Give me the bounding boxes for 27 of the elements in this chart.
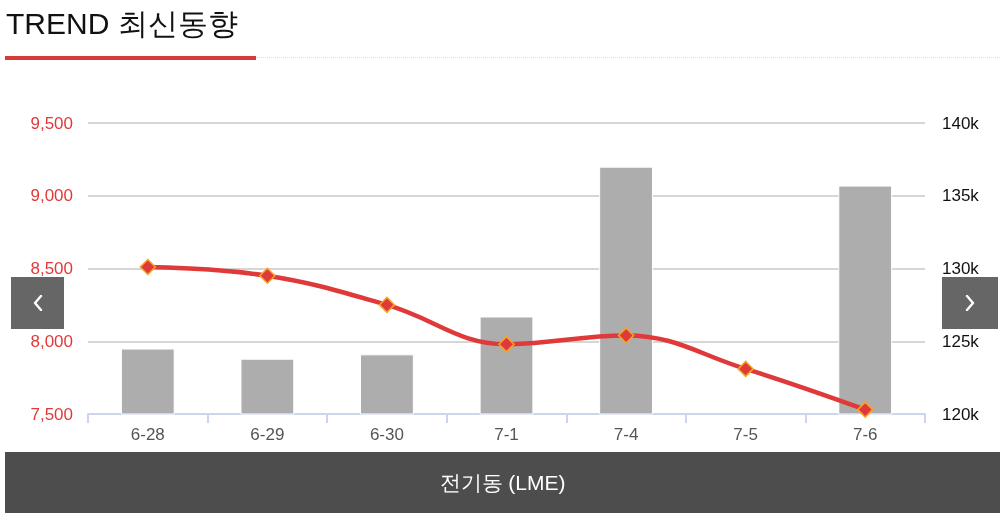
y-tick-label: 8,000 — [30, 331, 73, 351]
x-tick-label: 7-1 — [494, 425, 519, 444]
y-tick-label: 7,500 — [30, 404, 73, 424]
x-tick-label: 7-5 — [733, 425, 758, 444]
point — [259, 267, 276, 285]
y2-tick-label: 120k — [942, 404, 980, 424]
y2-tick-label: 135k — [942, 186, 980, 206]
point — [737, 360, 754, 378]
y-tick-label: 9,500 — [30, 113, 73, 133]
point — [498, 335, 515, 353]
chart-title: TREND 최신동향 — [6, 6, 238, 42]
y2-tick-label: 140k — [942, 113, 980, 133]
x-tick-label: 6-28 — [130, 425, 165, 444]
y2-tick-label: 125k — [942, 331, 980, 351]
point — [617, 327, 635, 344]
point — [378, 296, 396, 314]
x-tick-label: 7-4 — [613, 425, 639, 444]
x-axis-title: 전기동 (LME) — [439, 469, 566, 496]
point — [856, 401, 874, 418]
y-tick-label: 8,500 — [30, 259, 73, 278]
x-tick-label: 6-30 — [369, 425, 404, 444]
y2-tick-label: 130k — [942, 259, 980, 278]
x-tick-label: 6-29 — [250, 425, 285, 444]
x-tick-label: 7-6 — [852, 425, 878, 444]
point — [139, 258, 157, 276]
y-tick-label: 9,000 — [30, 186, 73, 206]
caption-panel: 전기동 (LME) — [5, 452, 1000, 513]
